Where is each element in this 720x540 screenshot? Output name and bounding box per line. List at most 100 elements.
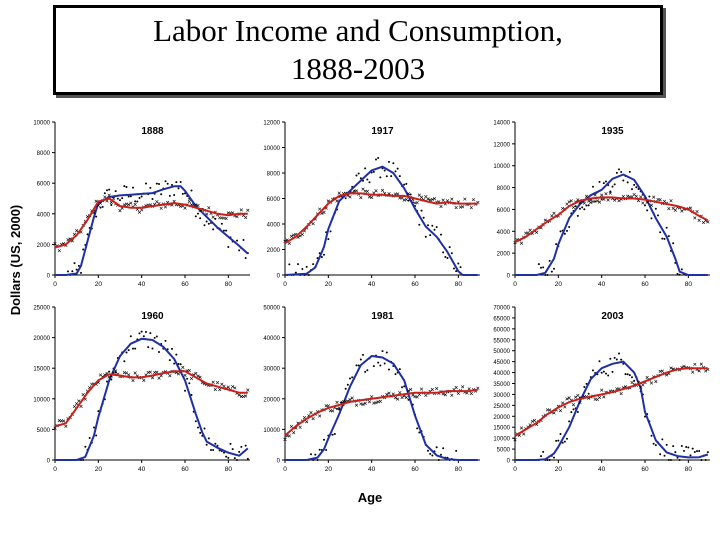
labor-income-point [626,373,629,376]
labor-income-point [129,335,132,338]
consumption-point [450,393,454,397]
labor-income-point [164,180,167,183]
labor-income-point [372,170,375,173]
consumption-point [632,192,636,197]
labor-income-point [175,353,178,356]
labor-income-point [203,224,206,227]
labor-income-point [440,233,442,236]
labor-income-point [622,179,625,182]
y-tick-label: 30000 [263,367,280,373]
labor-income-point [140,330,143,333]
labor-income-point [548,459,551,461]
panel-1960: 0 5000 10000 15000 20000 25000 0 20 40 60 80 1960 [33,306,250,473]
consumption-point [409,387,413,392]
labor-income-point [680,444,683,447]
labor-income-point [542,450,545,453]
labor-income-point [644,415,646,418]
labor-income-point [179,180,182,183]
labor-income-point [401,386,403,389]
labor-income-point [164,339,167,342]
consumption-point [287,241,291,245]
consumption-point [617,199,621,203]
consumption-point [311,416,315,421]
consumption-point [415,201,419,205]
consumption-point [239,208,243,212]
x-tick-label: 0 [513,281,517,288]
labor-income-point [233,457,236,460]
consumption-point [163,205,168,209]
consumption-point [398,391,402,395]
consumption-point [645,200,649,204]
x-tick-label: 40 [368,466,376,473]
consumption-point [639,195,643,199]
consumption-point [354,189,359,193]
labor-income-point [689,454,692,457]
consumption-point [430,197,434,202]
labor-income-point [429,234,432,237]
consumption-point [658,198,662,202]
labor-income-point [678,273,681,276]
labor-income-point [294,271,297,274]
consumption-point [224,216,228,221]
labor-income-point [362,353,364,356]
consumption-point [246,208,250,212]
labor-income-point [344,387,347,390]
consumption-point [348,195,352,199]
labor-income-point [676,456,679,459]
labor-income-point [579,207,581,210]
labor-income-point [659,453,662,456]
consumption-point [62,419,66,423]
consumption-point [519,426,524,430]
labor-income-point [188,382,191,385]
consumption-point [552,211,556,215]
labor-income-point [359,358,362,361]
consumption-point [318,414,322,418]
consumption-point [57,249,61,253]
labor-income-point [553,456,555,459]
consumption-point [350,396,354,400]
labor-income-point [184,389,186,392]
labor-income-point [635,186,638,189]
labor-income-point [320,255,323,258]
consumption-point [365,189,369,194]
y-tick-label: 55000 [493,338,510,344]
labor-income-point [197,426,199,429]
consumption-point [465,391,469,395]
consumption-point [535,230,539,234]
labor-income-point [181,192,184,195]
consumption-point [669,199,673,203]
labor-income-point [583,385,586,388]
consumption-point [142,378,146,382]
consumption-point [194,203,198,207]
labor-income-point [160,193,163,196]
consumption-point [187,368,191,373]
labor-income-point [667,459,670,461]
x-tick-label: 40 [138,281,146,288]
labor-income-point [424,235,427,238]
panel-1888: 0 2000 4000 6000 8000 10000 0 20 40 60 80 1888 [33,121,250,288]
consumption-point [597,200,602,204]
labor-income-point [67,270,69,273]
labor-income-point [654,444,657,447]
x-tick-label: 0 [53,281,57,288]
labor-income-point [587,392,590,395]
x-tick-label: 20 [555,281,563,288]
labor-income-point [422,216,425,219]
labor-income-point [583,208,586,211]
labor-income-point [431,454,434,457]
consumption-point [669,366,673,370]
labor-income-point [576,214,579,217]
consumption-point [693,216,697,220]
labor-income-point [199,217,202,220]
y-tick-label: 2000 [37,243,51,249]
labor-income-line [55,185,249,276]
labor-income-point [448,246,451,249]
labor-income-point [704,459,707,461]
y-tick-label: 0 [47,274,51,280]
consumption-point [396,397,400,401]
consumption-point [131,378,135,383]
panel-1935: 0 2000 4000 6000 8000 10000 12000 14000 0 20 40 60 8… [493,121,710,288]
labor-income-point [381,350,384,353]
labor-income-point [435,446,438,449]
consumption-point [335,199,339,203]
